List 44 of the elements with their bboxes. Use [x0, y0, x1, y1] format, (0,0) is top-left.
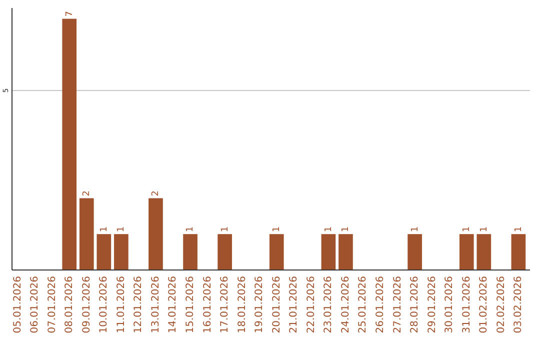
x-tick-label: 07.01.2026: [46, 276, 58, 334]
x-tick-label: 03.02.2026: [513, 276, 524, 334]
x-tick-label: 24.01.2026: [340, 276, 352, 334]
x-tick-label: 10.01.2026: [98, 276, 110, 334]
x-tick-label: 06.01.2026: [30, 276, 41, 334]
x-tick-label: 29.01.2026: [426, 276, 438, 334]
data-label: 1: [220, 226, 230, 232]
x-tick-label: 13.01.2026: [150, 276, 162, 334]
x-tick-label: 31.01.2026: [461, 276, 472, 334]
data-label: 2: [151, 190, 162, 196]
data-label: 1: [324, 226, 334, 232]
data-label: 7: [64, 11, 75, 17]
x-tick-label: 28.01.2026: [410, 276, 421, 334]
x-tick-label: 30.01.2026: [444, 276, 456, 334]
x-tick-label: 22.01.2026: [306, 276, 317, 334]
x-tick-label: 14.01.2026: [168, 276, 179, 334]
data-label: 1: [410, 226, 420, 232]
x-tick-label: 16.01.2026: [202, 276, 214, 334]
data-label: 1: [116, 226, 127, 232]
x-tick-label: 02.02.2026: [496, 276, 507, 334]
x-tick-label: 25.01.2026: [358, 276, 369, 334]
x-tick-label: 19.01.2026: [254, 276, 266, 334]
x-tick-label: 27.01.2026: [392, 276, 404, 334]
data-label: 1: [341, 226, 352, 232]
x-tick-label: 09.01.2026: [81, 276, 92, 334]
data-label: 1: [462, 226, 472, 232]
x-tick-label: 08.01.2026: [64, 276, 76, 334]
data-label: 1: [479, 226, 490, 232]
x-tick-label: 11.01.2026: [116, 276, 127, 334]
x-tick-label: 05.01.2026: [12, 276, 24, 334]
data-label: 1: [99, 226, 110, 232]
x-tick-label: 23.01.2026: [323, 276, 334, 334]
data-label: 1: [186, 226, 196, 232]
data-label: 2: [82, 190, 92, 196]
x-tick-label: 12.01.2026: [133, 276, 144, 334]
x-tick-label: 17.01.2026: [220, 276, 231, 334]
x-tick-label: 01.02.2026: [478, 276, 490, 334]
x-tick-label: 21.01.2026: [288, 276, 300, 334]
data-label: 1: [272, 226, 282, 232]
x-tick-label: 18.01.2026: [236, 276, 248, 334]
x-tick-label: 15.01.2026: [185, 276, 196, 334]
x-tick-label: 20.01.2026: [271, 276, 282, 334]
x-tick-label: 26.01.2026: [375, 276, 386, 334]
data-label: 1: [514, 226, 524, 232]
